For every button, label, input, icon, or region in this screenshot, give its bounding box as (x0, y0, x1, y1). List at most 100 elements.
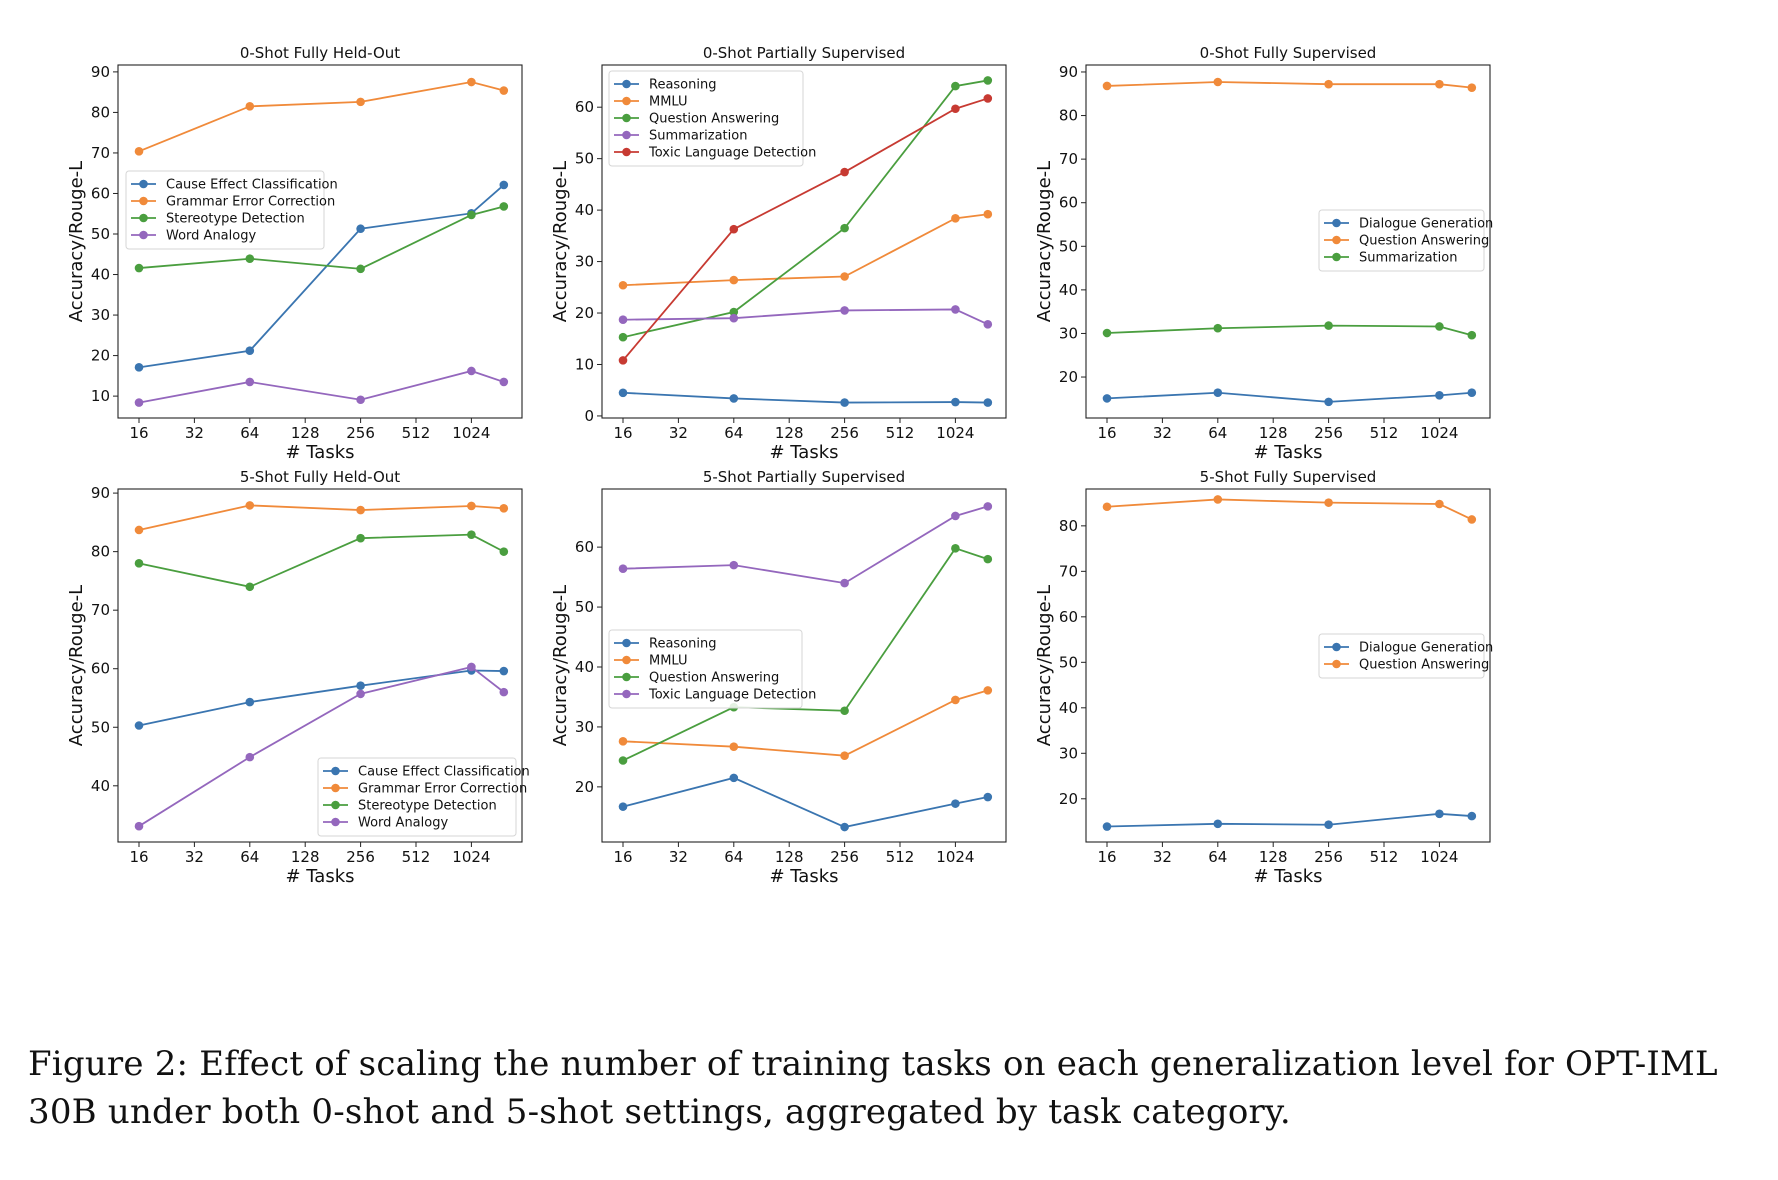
data-point (134, 147, 144, 156)
legend-swatch-marker (622, 689, 631, 699)
data-point (499, 86, 509, 95)
data-point (840, 223, 849, 233)
legend-swatch-marker (622, 96, 631, 106)
data-point (618, 802, 628, 811)
data-point (1435, 391, 1444, 400)
data-point (1435, 322, 1444, 331)
subplot-title: 0-Shot Partially Supervised (703, 44, 905, 62)
legend: Reasoning MMLU Question Answering Toxic Lan… (608, 629, 816, 709)
series-line (1106, 812, 1472, 828)
series-summarization (618, 305, 993, 329)
figure-caption: Figure 2: Effect of scaling the number o… (28, 1040, 1758, 1136)
legend-swatch-marker (622, 130, 631, 140)
series-word-analogy (134, 366, 509, 407)
data-point (245, 752, 255, 762)
subplot-title: 0-Shot Fully Supervised (1200, 44, 1377, 62)
subplot-1: 0-Shot Partially Supervised 0 10 20 30 40 50 60… (550, 44, 1007, 463)
series-grammar-error-correction (134, 501, 509, 535)
data-point (245, 254, 255, 264)
x-tick-label: 1024 (936, 848, 974, 866)
data-point (356, 505, 365, 515)
legend-entry: Stereotype Detection (166, 212, 305, 227)
data-point (245, 377, 255, 387)
legend-entry: Question Answering (649, 112, 779, 127)
data-point (618, 756, 628, 765)
data-point (1102, 328, 1112, 338)
data-point (245, 697, 255, 707)
y-tick-label: 60 (91, 184, 110, 202)
legend-swatch-marker (139, 196, 148, 206)
data-point (134, 821, 144, 831)
data-point (1435, 79, 1444, 89)
axes-frame (1085, 64, 1491, 419)
legend-swatch-marker (622, 672, 631, 682)
data-point (840, 706, 849, 716)
legend: Dialogue Generation Question Answering (1318, 633, 1493, 679)
data-point (840, 751, 849, 760)
data-point (840, 306, 849, 315)
series-line (1106, 391, 1472, 403)
data-point (840, 167, 849, 177)
data-point (951, 511, 960, 521)
x-tick-label: 128 (775, 424, 804, 442)
series-line (138, 370, 505, 404)
data-point (499, 547, 509, 556)
x-tick-label: 16 (1097, 424, 1116, 442)
data-point (983, 398, 993, 407)
legend-entry: Dialogue Generation (1359, 641, 1493, 656)
data-point (467, 501, 476, 511)
x-axis-label: # Tasks (769, 442, 838, 463)
x-tick-label: 256 (1314, 848, 1343, 866)
x-tick-label: 256 (1314, 424, 1343, 442)
data-point (134, 398, 144, 407)
subplot-0: 0-Shot Fully Held-Out 10 20 30 40 50 60 70 80 90 1… (66, 44, 523, 463)
data-point (983, 76, 993, 85)
legend-swatch-marker (139, 179, 148, 189)
y-tick-label: 80 (1059, 517, 1078, 535)
data-point (729, 394, 739, 403)
series-cause-effect-classification (134, 666, 509, 730)
legend-box (1318, 209, 1485, 272)
y-tick-label: 60 (575, 538, 594, 556)
y-tick-label: 60 (91, 660, 110, 678)
series-toxic-language-detection (618, 502, 993, 588)
subplot-title: 5-Shot Fully Held-Out (240, 468, 400, 486)
legend-swatch-marker (1332, 659, 1341, 669)
data-point (134, 559, 144, 568)
data-point (951, 104, 960, 114)
x-tick-label: 32 (185, 424, 204, 442)
series-line (622, 391, 988, 404)
y-axis-label: Accuracy/Rouge-L (66, 585, 87, 746)
y-tick-label: 0 (584, 407, 594, 425)
data-point (618, 332, 628, 342)
series-summarization (1102, 321, 1477, 340)
legend: Cause Effect Classification Grammar Error… (125, 170, 338, 250)
legend-entry: Question Answering (649, 671, 779, 686)
data-point (729, 313, 739, 323)
legend-swatch-marker (139, 213, 148, 223)
series-line (1106, 498, 1473, 521)
legend-swatch-marker (622, 79, 631, 89)
data-point (618, 737, 628, 746)
series-line (138, 81, 505, 153)
legend-swatch-marker (331, 783, 340, 793)
y-tick-label: 60 (1059, 194, 1078, 212)
data-point (1324, 79, 1333, 89)
legend: Dialogue Generation Question Answering Sum… (1318, 209, 1493, 272)
axes-frame (117, 488, 523, 843)
data-point (1467, 330, 1477, 340)
y-tick-label: 60 (1059, 608, 1078, 626)
x-tick-label: 256 (830, 424, 859, 442)
x-tick-label: 64 (240, 424, 259, 442)
x-tick-label: 1024 (1420, 848, 1458, 866)
series-cause-effect-classification (134, 180, 509, 372)
data-point (951, 214, 960, 223)
y-tick-label: 70 (91, 601, 110, 619)
series-question-answering (1102, 495, 1477, 524)
legend-entry: Question Answering (1359, 658, 1489, 673)
legend-swatch-marker (331, 800, 340, 810)
data-point (356, 97, 365, 107)
subplot-title: 5-Shot Partially Supervised (703, 468, 905, 486)
x-tick-label: 128 (291, 848, 320, 866)
x-tick-label: 1024 (452, 848, 490, 866)
